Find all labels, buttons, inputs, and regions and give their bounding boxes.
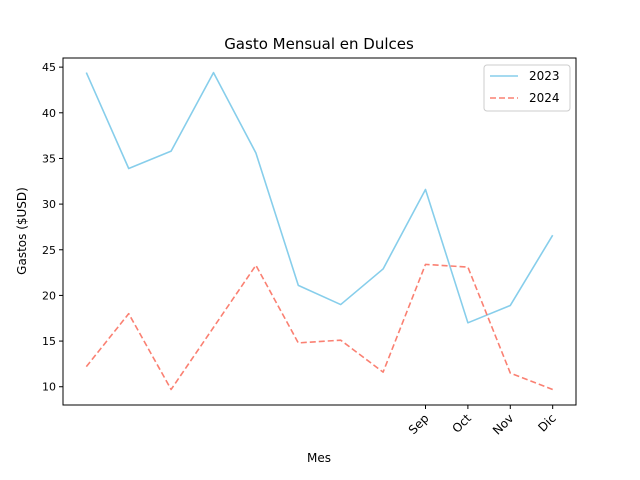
y-axis-label: Gastos ($USD) xyxy=(15,187,29,275)
axes-frame xyxy=(62,57,577,406)
x-tick-label: Sep xyxy=(406,411,432,437)
legend-label: 2023 xyxy=(529,69,560,83)
series-layer xyxy=(85,71,554,391)
y-tick-label: 20 xyxy=(42,289,56,302)
series-line-2023 xyxy=(85,71,554,324)
x-tick-label: Nov xyxy=(490,411,516,437)
y-tick-label: 35 xyxy=(42,152,56,165)
y-tick-label: 40 xyxy=(42,107,56,120)
x-tick-label: Dic xyxy=(535,411,558,434)
y-tick-label: 25 xyxy=(42,244,56,257)
x-axis-label: Mes xyxy=(307,451,331,465)
legend: 2023 2024 xyxy=(483,64,571,112)
y-tick-label: 45 xyxy=(42,61,56,74)
legend-label: 2024 xyxy=(529,91,560,105)
y-tick-label: 10 xyxy=(42,381,56,394)
y-tick-label: 15 xyxy=(42,335,56,348)
y-axis-ticks: 10 15 20 25 30 35 40 45 xyxy=(42,61,63,394)
x-tick-label: Oct xyxy=(449,411,474,436)
chart-title: Gasto Mensual en Dulces xyxy=(224,35,414,53)
series-line-2024 xyxy=(85,263,553,391)
y-tick-label: 30 xyxy=(42,198,56,211)
x-axis-ticks: Sep Oct Nov Dic xyxy=(406,405,559,438)
